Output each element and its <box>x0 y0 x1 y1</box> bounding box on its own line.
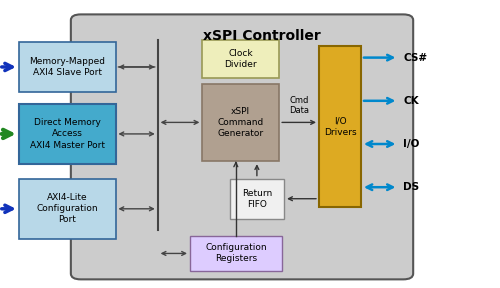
Text: I/O
Drivers: I/O Drivers <box>324 117 356 137</box>
Text: Configuration
Registers: Configuration Registers <box>205 243 266 264</box>
FancyBboxPatch shape <box>19 42 116 92</box>
Text: AXI4-Lite
Configuration
Port: AXI4-Lite Configuration Port <box>36 193 98 224</box>
FancyBboxPatch shape <box>190 236 282 271</box>
FancyBboxPatch shape <box>319 46 361 207</box>
Text: CS#: CS# <box>404 53 427 62</box>
Text: DS: DS <box>404 182 419 192</box>
FancyBboxPatch shape <box>230 179 284 219</box>
Text: Cmd
Data: Cmd Data <box>289 96 309 115</box>
Text: xSPI
Command
Generator: xSPI Command Generator <box>218 107 264 138</box>
Text: I/O: I/O <box>404 139 419 149</box>
FancyBboxPatch shape <box>71 14 413 279</box>
FancyBboxPatch shape <box>19 179 116 239</box>
Text: Memory-Mapped
AXI4 Slave Port: Memory-Mapped AXI4 Slave Port <box>29 57 105 77</box>
FancyBboxPatch shape <box>202 84 279 161</box>
FancyBboxPatch shape <box>202 40 279 78</box>
Text: Direct Memory
Access
AXI4 Master Port: Direct Memory Access AXI4 Master Port <box>30 118 104 149</box>
Text: Clock
Divider: Clock Divider <box>224 49 257 69</box>
FancyBboxPatch shape <box>19 104 116 164</box>
Text: CK: CK <box>404 96 419 106</box>
Text: xSPI Controller: xSPI Controller <box>203 29 320 43</box>
Text: Return
FIFO: Return FIFO <box>242 189 272 209</box>
